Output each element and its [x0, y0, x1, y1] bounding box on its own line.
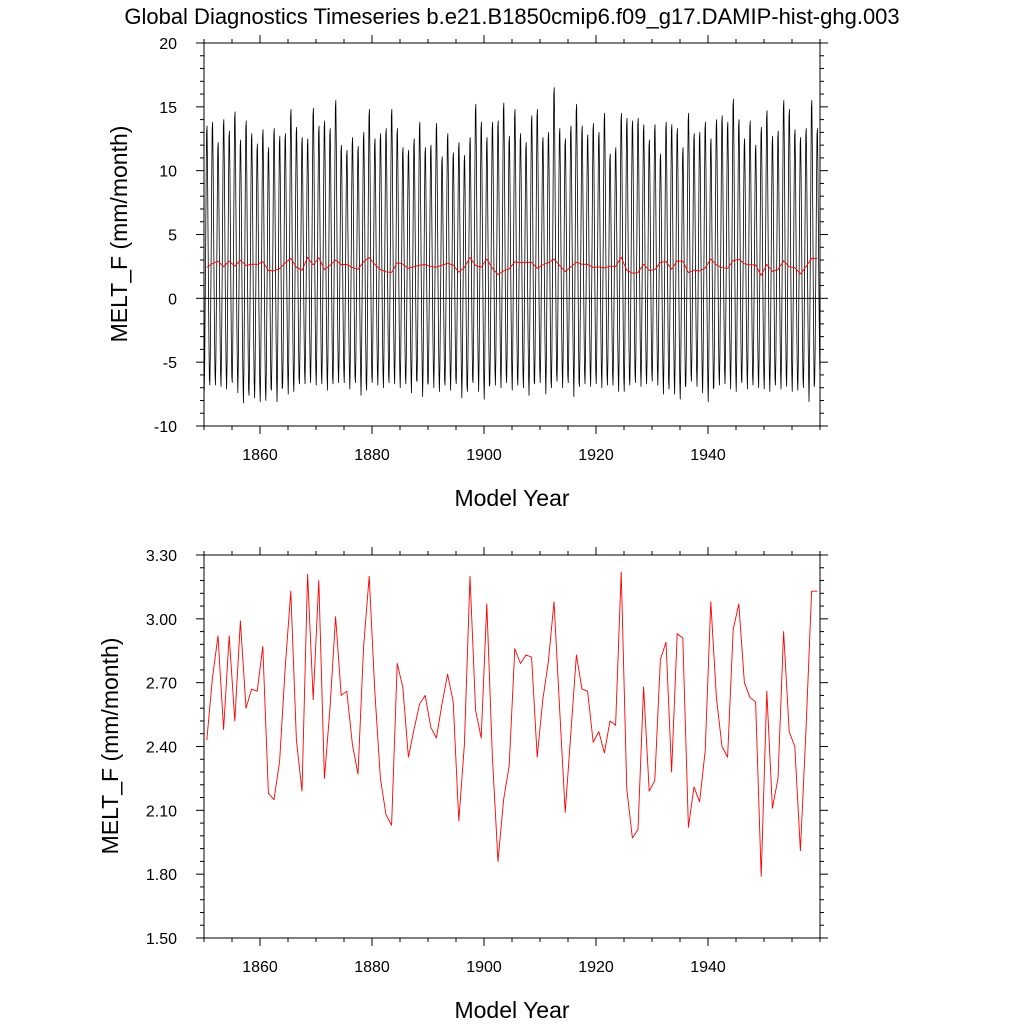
top-panel-y-tick-label: -5 [163, 355, 177, 372]
top-panel-y-tick-label: 0 [168, 291, 177, 308]
top-panel-annual-mean-line [206, 256, 818, 276]
bottom-panel-x-tick-label: 1860 [242, 959, 278, 976]
top-panel-x-tick-label: 1920 [578, 447, 614, 464]
bottom-panel-x-tick-label: 1940 [690, 959, 726, 976]
bottom-panel-y-tick-label: 3.30 [146, 548, 177, 565]
top-panel-x-axis-label: Model Year [454, 485, 569, 511]
top-panel-x-tick-label: 1900 [466, 447, 502, 464]
bottom-panel-y-tick-label: 3.00 [146, 612, 177, 629]
top-panel-y-axis-label: MELT_F (mm/month) [106, 126, 132, 343]
bottom-panel-x-tick-label: 1900 [466, 959, 502, 976]
top-panel-x-tick-label: 1940 [690, 447, 726, 464]
top-panel-monthly-and-annual: MELT_F (mm/month) Model Year -10 -5 0 5 10 15… [106, 35, 828, 511]
bottom-panel-annual-mean: MELT_F (mm/month) Model Year 1.50 1.80 2.1… [97, 547, 828, 1023]
top-panel-x-tick-label: 1860 [242, 447, 278, 464]
bottom-panel-y-tick-label: 1.50 [146, 931, 177, 948]
bottom-panel-y-axis-label: MELT_F (mm/month) [97, 638, 123, 855]
bottom-panel-y-tick-label: 1.80 [146, 867, 177, 884]
bottom-panel-y-tick-label: 2.10 [146, 803, 177, 820]
bottom-panel-y-tick-label: 2.70 [146, 676, 177, 693]
top-panel-y-tick-label: 10 [159, 164, 177, 181]
top-panel-x-tick-label: 1880 [354, 447, 390, 464]
top-panel-y-tick-label: 5 [168, 228, 177, 245]
bottom-panel-x-tick-label: 1880 [354, 959, 390, 976]
bottom-panel-x-tick-label: 1920 [578, 959, 614, 976]
bottom-panel-x-axis-label: Model Year [454, 997, 569, 1023]
top-panel-y-tick-label: 15 [159, 100, 177, 117]
figure-title: Global Diagnostics Timeseries b.e21.B185… [124, 4, 899, 29]
top-panel-y-tick-label: -10 [154, 419, 177, 436]
bottom-panel-y-tick-label: 2.40 [146, 740, 177, 757]
bottom-panel-annual-mean-line [206, 571, 818, 877]
top-panel-monthly-series-line [203, 87, 821, 404]
top-panel-y-tick-label: 20 [159, 36, 177, 53]
